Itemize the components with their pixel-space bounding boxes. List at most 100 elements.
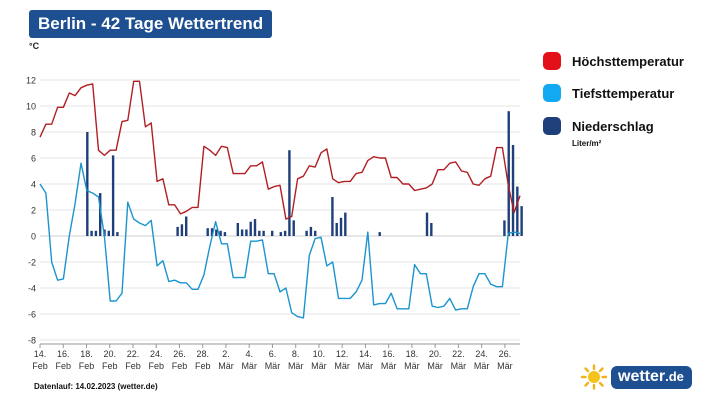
x-tick-month: Mär	[474, 361, 490, 371]
temperature-lines	[39, 80, 521, 319]
y-tick-label: 10	[26, 102, 36, 112]
precip-bar	[176, 226, 179, 236]
x-tick-day: 4.	[245, 349, 253, 359]
precip-bar	[185, 216, 188, 236]
x-tick-day: 16.	[382, 349, 395, 359]
x-tick-month: Feb	[102, 361, 118, 371]
precip-bar	[215, 229, 218, 236]
brand-wordmark: wetter.de	[611, 365, 692, 389]
x-tick-day: 2.	[222, 349, 230, 359]
precip-bar	[94, 230, 98, 236]
precip-bar	[116, 232, 119, 236]
precip-bar	[86, 132, 89, 236]
x-tick-month: Feb	[125, 361, 141, 371]
x-tick-day: 28.	[196, 349, 209, 359]
x-tick-month: Mär	[311, 361, 327, 371]
y-axis-unit: °C	[29, 41, 40, 51]
x-tick-month: Mär	[241, 361, 257, 371]
x-tick-month: Mär	[334, 361, 350, 371]
x-tick-day: 26.	[499, 349, 512, 359]
x-tick-day: 6.	[269, 349, 277, 359]
x-tick-month: Feb	[172, 361, 188, 371]
legend-swatch-precip	[543, 117, 561, 135]
precip-bar	[305, 230, 308, 236]
x-tick-day: 22.	[452, 349, 465, 359]
x-tick-day: 8.	[292, 349, 300, 359]
precip-bar	[292, 220, 295, 236]
x-tick-month: Mär	[381, 361, 397, 371]
x-tick-day: 10.	[313, 349, 326, 359]
x-tick-month: Mär	[451, 361, 467, 371]
x-tick-month: Feb	[79, 361, 95, 371]
precip-bar	[511, 145, 515, 236]
precip-bar	[430, 223, 433, 236]
precip-bar	[288, 150, 291, 236]
precip-bar	[507, 111, 510, 236]
x-tick-day: 26.	[173, 349, 186, 359]
x-tick-day: 18.	[80, 349, 93, 359]
x-tick-month: Feb	[55, 361, 71, 371]
precip-bar	[516, 186, 519, 236]
data-run-footer: Datenlauf: 14.02.2023 (wetter.de)	[34, 382, 158, 391]
precip-bar	[111, 155, 115, 236]
brand-suffix: .de	[665, 368, 684, 384]
precip-bar	[90, 230, 93, 236]
y-tick-label: 8	[31, 128, 36, 138]
x-tick-month: Feb	[148, 361, 164, 371]
chart-title: Berlin - 42 Tage Wettertrend	[29, 10, 273, 38]
x-tick-day: 22.	[127, 349, 140, 359]
x-tick-day: 24.	[475, 349, 488, 359]
y-tick-label: -6	[28, 310, 36, 320]
precip-bar	[283, 230, 287, 236]
x-tick-month: Mär	[497, 361, 513, 371]
y-tick-label: -4	[28, 284, 36, 294]
x-tick-month: Mär	[404, 361, 420, 371]
y-tick-label: 6	[31, 154, 36, 164]
x-tick-month: Mär	[358, 361, 374, 371]
y-tick-label: -2	[28, 258, 36, 268]
legend-swatch-max	[543, 52, 561, 70]
x-tick-day: 24.	[150, 349, 163, 359]
y-tick-label: 12	[26, 76, 36, 86]
precip-bar	[258, 230, 261, 236]
x-tick-labels: 14. Feb 16. Feb 18. Feb 20. Feb 22. Feb 24. Feb 26. F…	[32, 344, 513, 371]
x-tick-day: 20.	[429, 349, 442, 359]
x-tick-day: 14.	[34, 349, 47, 359]
precip-bar	[339, 217, 343, 236]
legend-label-min: Tiefsttemperatur	[572, 85, 675, 101]
x-tick-day: 18.	[406, 349, 419, 359]
precip-bar	[236, 223, 240, 236]
brand-logo[interactable]: wetter.de	[579, 364, 692, 390]
x-tick-month: Feb	[195, 361, 211, 371]
legend-item-precip: Niederschlag	[543, 116, 654, 136]
x-tick-month: Mär	[265, 361, 281, 371]
precip-bars	[86, 111, 523, 236]
precip-bar	[335, 223, 338, 236]
precip-bar	[240, 229, 244, 236]
y-tick-label: 0	[31, 232, 36, 242]
precip-bar	[344, 212, 347, 236]
x-tick-month: Mär	[218, 361, 234, 371]
precip-unit: Liter/m²	[572, 139, 602, 148]
precip-bar	[309, 226, 313, 236]
y-tick-label: 2	[31, 206, 36, 216]
x-tick-day: 16.	[57, 349, 70, 359]
precip-bar	[180, 224, 184, 236]
x-tick-day: 12.	[336, 349, 349, 359]
precip-bar	[210, 228, 214, 236]
precip-bar	[279, 232, 283, 236]
x-tick-month: Mär	[288, 361, 304, 371]
legend-label-max: Höchsttemperatur	[572, 53, 684, 69]
precip-bar	[253, 219, 257, 236]
y-tick-label: -8	[28, 336, 36, 346]
precip-bar	[503, 220, 506, 236]
precip-bar	[425, 212, 429, 236]
precip-bar	[219, 230, 222, 236]
x-tick-month: Mär	[427, 361, 443, 371]
precip-bar	[99, 193, 102, 236]
y-tick-label: 4	[31, 180, 36, 190]
precip-bar	[249, 221, 252, 236]
x-tick-day: 20.	[103, 349, 116, 359]
legend-swatch-min	[543, 84, 561, 102]
